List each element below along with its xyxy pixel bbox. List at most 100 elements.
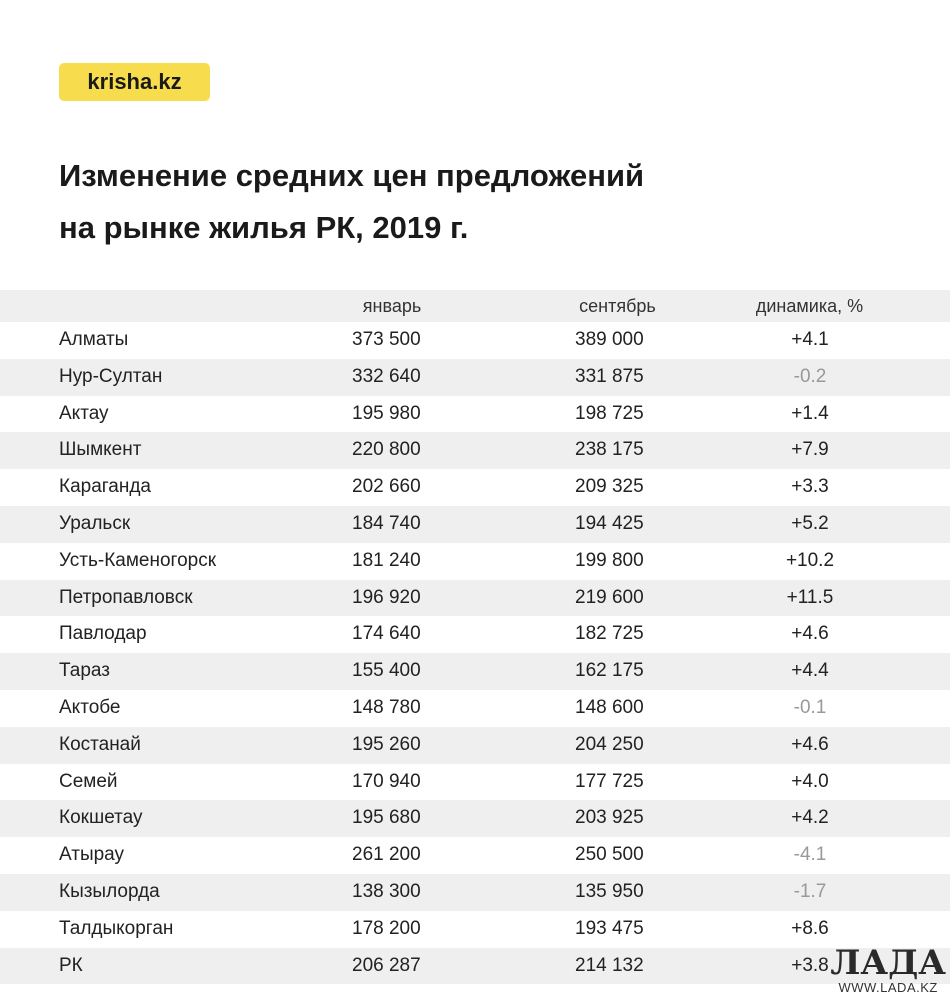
september-cell: 250 500 bbox=[575, 844, 644, 866]
january-cell: 373 500 bbox=[352, 329, 421, 350]
january-cell: 181 240 bbox=[352, 549, 421, 571]
city-cell: Атырау bbox=[59, 844, 125, 866]
table-row: Караганда 202 660 209 325 +3.3 bbox=[0, 469, 950, 506]
table-row: Усть-Каменогорск 181 240 199 800 +10.2 bbox=[0, 543, 950, 580]
january-cell: 202 660 bbox=[352, 476, 421, 498]
january-cell: 195 680 bbox=[352, 807, 421, 829]
september-cell: 162 175 bbox=[575, 660, 644, 682]
january-cell: 220 800 bbox=[352, 439, 421, 461]
city-cell: Актау bbox=[59, 402, 109, 424]
city-cell: Нур-Султан bbox=[59, 365, 163, 387]
change-cell: +4.6 bbox=[791, 623, 829, 645]
city-cell: Тараз bbox=[59, 660, 110, 682]
watermark-url: WWW.LADA.KZ bbox=[838, 980, 938, 995]
table-row: Шымкент 220 800 238 175 +7.9 bbox=[0, 432, 950, 470]
lada-watermark: ЛАДА WWW.LADA.KZ bbox=[830, 946, 946, 995]
table-row: Нур-Султан 332 640 331 875 -0.2 bbox=[0, 358, 950, 396]
city-cell: Караганда bbox=[59, 476, 151, 498]
january-cell: 138 300 bbox=[352, 880, 421, 902]
january-cell: 332 640 bbox=[352, 365, 421, 387]
city-cell: Костанай bbox=[59, 733, 141, 755]
change-cell: +4.6 bbox=[791, 733, 829, 755]
table-row: Алматы 373 500 389 000 +4.1 bbox=[0, 322, 950, 359]
table-row: Костанай 195 260 204 250 +4.6 bbox=[0, 726, 950, 764]
change-cell: -0.2 bbox=[793, 365, 827, 387]
september-cell: 389 000 bbox=[575, 329, 644, 350]
september-cell: 219 600 bbox=[575, 586, 644, 608]
city-cell: Уральск bbox=[59, 512, 131, 534]
september-cell: 135 950 bbox=[575, 880, 644, 902]
january-cell: 261 200 bbox=[352, 844, 421, 866]
september-cell: 148 600 bbox=[575, 696, 644, 718]
table-row: Актобе 148 780 148 600 -0.1 bbox=[0, 690, 950, 727]
change-cell: +11.5 bbox=[786, 586, 834, 608]
title-line-2: на рынке жилья РК, 2019 г. bbox=[59, 210, 469, 245]
page-title: Изменение средних цен предложений на рын… bbox=[59, 150, 644, 254]
city-cell: Павлодар bbox=[59, 623, 147, 645]
change-cell: +3.8 bbox=[791, 954, 829, 976]
change-cell: -0.1 bbox=[793, 696, 827, 718]
city-cell: Алматы bbox=[59, 329, 129, 350]
table-row: Кызылорда 138 300 135 950 -1.7 bbox=[0, 873, 950, 911]
january-cell: 206 287 bbox=[352, 954, 421, 976]
table-row: Уральск 184 740 194 425 +5.2 bbox=[0, 505, 950, 543]
change-cell: +4.1 bbox=[791, 329, 829, 350]
table-row: РК 206 287 214 132 +3.8 bbox=[0, 947, 950, 985]
change-cell: +4.0 bbox=[791, 770, 829, 792]
january-cell: 155 400 bbox=[352, 660, 421, 682]
september-cell: 203 925 bbox=[575, 807, 644, 829]
change-cell: -4.1 bbox=[793, 844, 827, 866]
september-cell: 198 725 bbox=[575, 402, 644, 424]
title-line-1: Изменение средних цен предложений bbox=[59, 158, 645, 193]
september-cell: 199 800 bbox=[575, 549, 644, 571]
table-row: Павлодар 174 640 182 725 +4.6 bbox=[0, 616, 950, 653]
september-cell: 209 325 bbox=[575, 476, 644, 498]
september-cell: 331 875 bbox=[575, 365, 644, 387]
september-cell: 182 725 bbox=[575, 623, 644, 645]
september-cell: 194 425 bbox=[575, 512, 644, 534]
table-row: Талдыкорган 178 200 193 475 +8.6 bbox=[0, 911, 950, 948]
change-cell: +8.6 bbox=[791, 917, 829, 939]
table-row: Семей 170 940 177 725 +4.0 bbox=[0, 764, 950, 801]
january-cell: 195 260 bbox=[352, 733, 421, 755]
city-cell: Шымкент bbox=[59, 439, 142, 461]
january-cell: 184 740 bbox=[352, 512, 421, 534]
january-cell: 196 920 bbox=[352, 586, 421, 608]
change-cell: +5.2 bbox=[791, 512, 829, 534]
september-cell: 238 175 bbox=[575, 439, 644, 461]
change-cell: +7.9 bbox=[791, 439, 829, 461]
krisha-logo: krisha.kz bbox=[59, 63, 210, 101]
city-cell: Усть-Каменогорск bbox=[59, 549, 217, 571]
january-cell: 178 200 bbox=[352, 917, 421, 939]
change-cell: +3.3 bbox=[791, 476, 829, 498]
change-cell: +4.2 bbox=[791, 807, 829, 829]
header-january: январь bbox=[362, 296, 422, 316]
january-cell: 174 640 bbox=[352, 623, 421, 645]
city-cell: Актобе bbox=[59, 696, 121, 718]
table-row: Кокшетау 195 680 203 925 +4.2 bbox=[0, 800, 950, 838]
watermark-name: ЛАДА bbox=[830, 943, 946, 983]
city-cell: Талдыкорган bbox=[59, 917, 174, 939]
september-cell: 177 725 bbox=[575, 770, 644, 792]
january-cell: 170 940 bbox=[352, 770, 421, 792]
price-table: январь сентябрь динамика, % Алматы 373 50… bbox=[0, 290, 950, 985]
table-row: Актау 195 980 198 725 +1.4 bbox=[0, 396, 950, 433]
header-september: сентябрь bbox=[579, 296, 656, 316]
january-cell: 195 980 bbox=[352, 402, 421, 424]
city-cell: Петропавловск bbox=[59, 586, 193, 608]
january-cell: 148 780 bbox=[352, 696, 421, 718]
change-cell: -1.7 bbox=[793, 880, 827, 902]
city-cell: Кызылорда bbox=[59, 880, 160, 902]
table-row: Петропавловск 196 920 219 600 +11.5 bbox=[0, 579, 950, 617]
header-change: динамика, % bbox=[755, 296, 864, 316]
change-cell: +4.4 bbox=[791, 660, 829, 682]
city-cell: Семей bbox=[59, 770, 118, 792]
city-cell: РК bbox=[59, 954, 83, 976]
september-cell: 204 250 bbox=[575, 733, 644, 755]
september-cell: 193 475 bbox=[575, 917, 644, 939]
city-cell: Кокшетау bbox=[59, 807, 143, 829]
september-cell: 214 132 bbox=[575, 954, 644, 976]
table-row: Тараз 155 400 162 175 +4.4 bbox=[0, 653, 950, 690]
change-cell: +10.2 bbox=[785, 549, 835, 571]
